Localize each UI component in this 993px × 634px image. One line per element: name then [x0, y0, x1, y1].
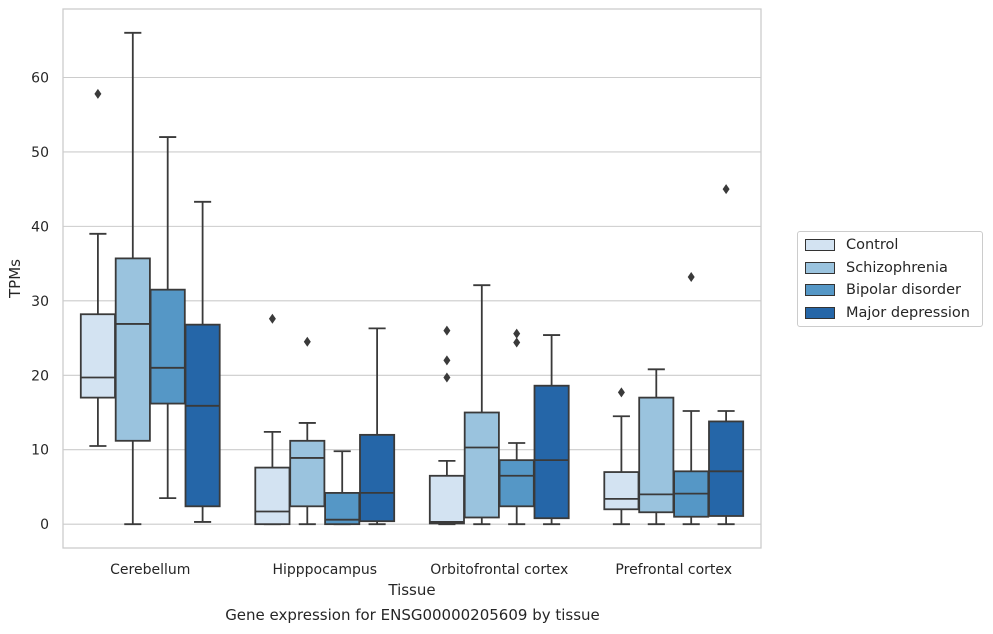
iqr-box [533, 384, 570, 520]
box-schizophrenia [638, 368, 675, 526]
box-bipolar-disorder [324, 450, 361, 526]
legend-item: Bipolar disorder [805, 280, 961, 300]
outlier-point [722, 184, 730, 195]
legend-item: Control [805, 235, 898, 255]
y-tick-label: 30 [31, 294, 49, 310]
x-tick-label: Orbitofrontal cortex [430, 562, 568, 578]
iqr-box [463, 411, 500, 519]
y-tick-label: 40 [31, 219, 49, 235]
legend-swatch [805, 306, 835, 319]
y-tick-label: 20 [31, 368, 49, 384]
iqr-box [254, 466, 291, 526]
chart-caption: Gene expression for ENSG00000205609 by t… [225, 606, 600, 624]
x-tick-label: Cerebellum [110, 562, 190, 578]
y-axis-label: TPMs [6, 259, 24, 299]
outlier-point [94, 88, 102, 99]
legend-item: Schizophrenia [805, 258, 948, 278]
outlier-point [303, 336, 311, 347]
x-tick-label: Prefrontal cortex [615, 562, 732, 578]
box-control [79, 88, 116, 447]
legend-label: Control [846, 237, 899, 253]
plot-frame [62, 8, 762, 549]
legend-label: Bipolar disorder [846, 282, 961, 298]
outlier-point [268, 313, 276, 324]
outlier-point [443, 372, 451, 383]
box-bipolar-disorder [673, 272, 710, 526]
iqr-box [289, 439, 326, 508]
box-major-depression [708, 184, 745, 526]
outlier-point [513, 328, 521, 339]
box-schizophrenia [114, 31, 151, 526]
iqr-box [184, 323, 221, 508]
y-tick-label: 60 [31, 70, 49, 86]
iqr-box [359, 433, 396, 523]
iqr-box [638, 396, 675, 514]
outlier-point [443, 355, 451, 366]
box-major-depression [184, 200, 221, 523]
iqr-box [428, 474, 465, 525]
box-control [603, 387, 640, 526]
iqr-box [149, 288, 186, 405]
legend-label: Schizophrenia [846, 259, 948, 276]
y-tick-label: 0 [40, 517, 49, 533]
legend-swatch [805, 261, 835, 274]
outlier-point [513, 337, 521, 348]
box-series [79, 31, 745, 526]
legend: Control Schizophrenia Bipolar disorder Majo… [797, 231, 983, 327]
box-major-depression [359, 327, 396, 526]
axis-ticks: 0 10 20 30 40 50 60 Cerebellum Hipppocampus Orbit… [31, 70, 732, 578]
legend-item: Major depression [805, 303, 970, 323]
box-control [428, 325, 465, 526]
iqr-box [79, 313, 116, 399]
legend-swatch [805, 284, 835, 296]
box-control [254, 313, 291, 526]
legend-swatch [805, 239, 835, 251]
outlier-point [687, 272, 695, 283]
outlier-point [443, 325, 451, 336]
x-axis-label: Tissue [387, 581, 435, 599]
box-bipolar-disorder [149, 136, 186, 500]
box-schizophrenia [289, 336, 326, 526]
x-tick-label: Hipppocampus [272, 562, 377, 578]
iqr-box [114, 257, 151, 442]
y-tick-label: 10 [31, 443, 49, 459]
y-tick-label: 50 [31, 145, 49, 161]
legend-label: Major depression [846, 304, 970, 321]
outlier-point [617, 387, 625, 398]
iqr-box [708, 420, 745, 517]
iqr-box [498, 459, 535, 508]
iqr-box [603, 471, 640, 511]
box-schizophrenia [463, 284, 500, 526]
box-bipolar-disorder [498, 328, 535, 526]
box-major-depression [533, 334, 570, 526]
